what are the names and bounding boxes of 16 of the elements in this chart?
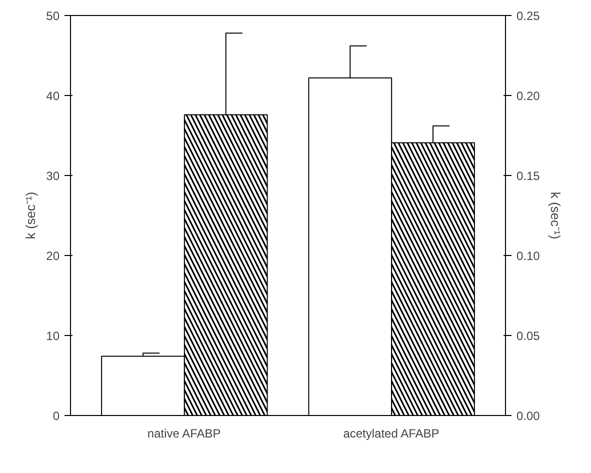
x-tick-label: acetylated AFABP <box>343 426 440 440</box>
x-tick-label: native AFABP <box>147 426 221 440</box>
y-tick-label: 10 <box>46 329 60 343</box>
y-tick-label: 0 <box>52 409 60 423</box>
y-tick-label: 30 <box>46 169 60 183</box>
y-tick-label: 20 <box>46 249 60 263</box>
y2-tick-label: 0.15 <box>516 169 540 183</box>
y-tick-label: 40 <box>46 89 60 103</box>
y2-tick-label: 0.00 <box>516 409 540 423</box>
y-tick-label: 50 <box>46 9 60 23</box>
y2-tick-label: 0.10 <box>516 249 540 263</box>
y-axis-title: k (sec⁻¹) <box>23 192 38 240</box>
y2-tick-label: 0.20 <box>516 89 540 103</box>
y2-tick-label: 0.05 <box>516 329 540 343</box>
y2-axis-title: k (sec⁻¹) <box>548 192 563 240</box>
y2-tick-label: 0.25 <box>516 9 540 23</box>
